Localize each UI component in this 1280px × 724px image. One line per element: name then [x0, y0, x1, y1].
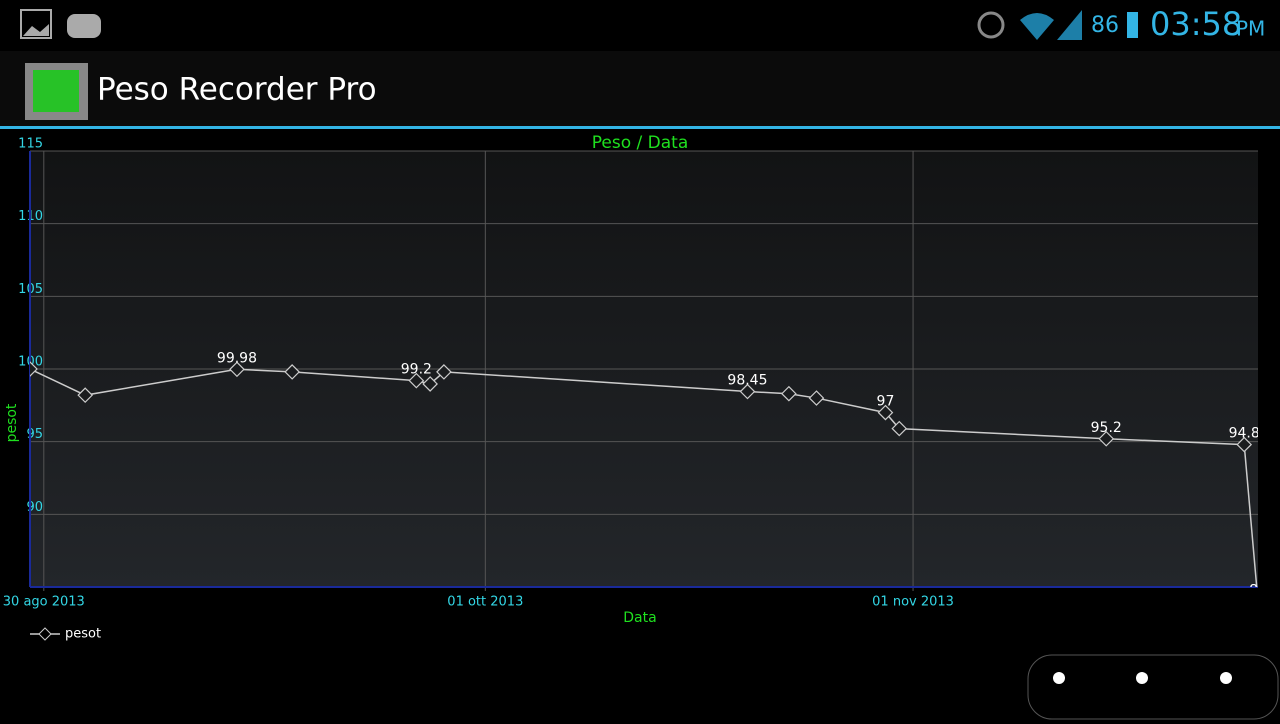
data-point: [436, 364, 452, 380]
chart-title: Peso / Data: [592, 133, 689, 153]
gallery-icon: [20, 9, 52, 39]
data-point: [1236, 436, 1253, 453]
signal-icon: [1057, 10, 1082, 40]
clock: 03:58: [1150, 5, 1242, 43]
app-icon[interactable]: [33, 70, 79, 112]
y-tick-label: 90: [26, 500, 43, 515]
action-bar-divider: [0, 126, 1280, 129]
zoom-in[interactable]: [1053, 672, 1065, 684]
x-tick-label: 01 nov 2013: [872, 595, 954, 610]
cm-icon: [67, 14, 101, 38]
battery-icon: [1127, 12, 1138, 38]
y-tick-label: 115: [18, 137, 43, 152]
value-label: 99.2: [401, 362, 432, 378]
data-point: [284, 364, 301, 380]
clock-ampm: PM: [1236, 17, 1265, 41]
gallery-icon-img: [23, 24, 49, 36]
data-point: [30, 361, 38, 377]
value-label: 98.45: [727, 373, 767, 389]
value-label: 95.2: [1091, 420, 1122, 436]
y-axis-title: pesot: [4, 403, 20, 442]
value-label: 94.8: [1229, 426, 1260, 442]
data-point: [781, 385, 797, 402]
data-point: [739, 383, 756, 400]
alarm-icon: [977, 11, 1005, 39]
data-point: [1098, 430, 1115, 447]
value-label: 97: [877, 394, 895, 410]
data-point: [877, 404, 894, 421]
data-point: [1251, 595, 1265, 609]
app-title: Peso Recorder Pro: [97, 72, 377, 108]
data-point: [408, 372, 425, 389]
x-axis-title: Data: [623, 610, 656, 626]
data-point: [229, 361, 245, 378]
x-tick-label: 01 ott 2013: [447, 595, 523, 610]
data-point: [808, 390, 825, 406]
legend-marker: [38, 627, 52, 641]
action-bar: [0, 51, 1280, 127]
y-tick-label: 95: [26, 427, 43, 442]
value-label: 84: [1249, 583, 1267, 599]
value-label: 99.98: [217, 350, 257, 366]
zoom-panel: [1027, 654, 1279, 720]
wifi-icon: [1020, 13, 1054, 40]
status-bar: [0, 0, 1280, 50]
x-tick-label: 30 ago 2013: [3, 595, 85, 610]
data-point: [891, 420, 908, 437]
data-point: [77, 387, 94, 404]
legend-label: pesot: [65, 627, 101, 642]
zoom-out[interactable]: [1136, 672, 1148, 684]
battery-level: 86: [1091, 13, 1119, 38]
data-point: [422, 376, 438, 392]
zoom-reset[interactable]: [1220, 672, 1232, 684]
